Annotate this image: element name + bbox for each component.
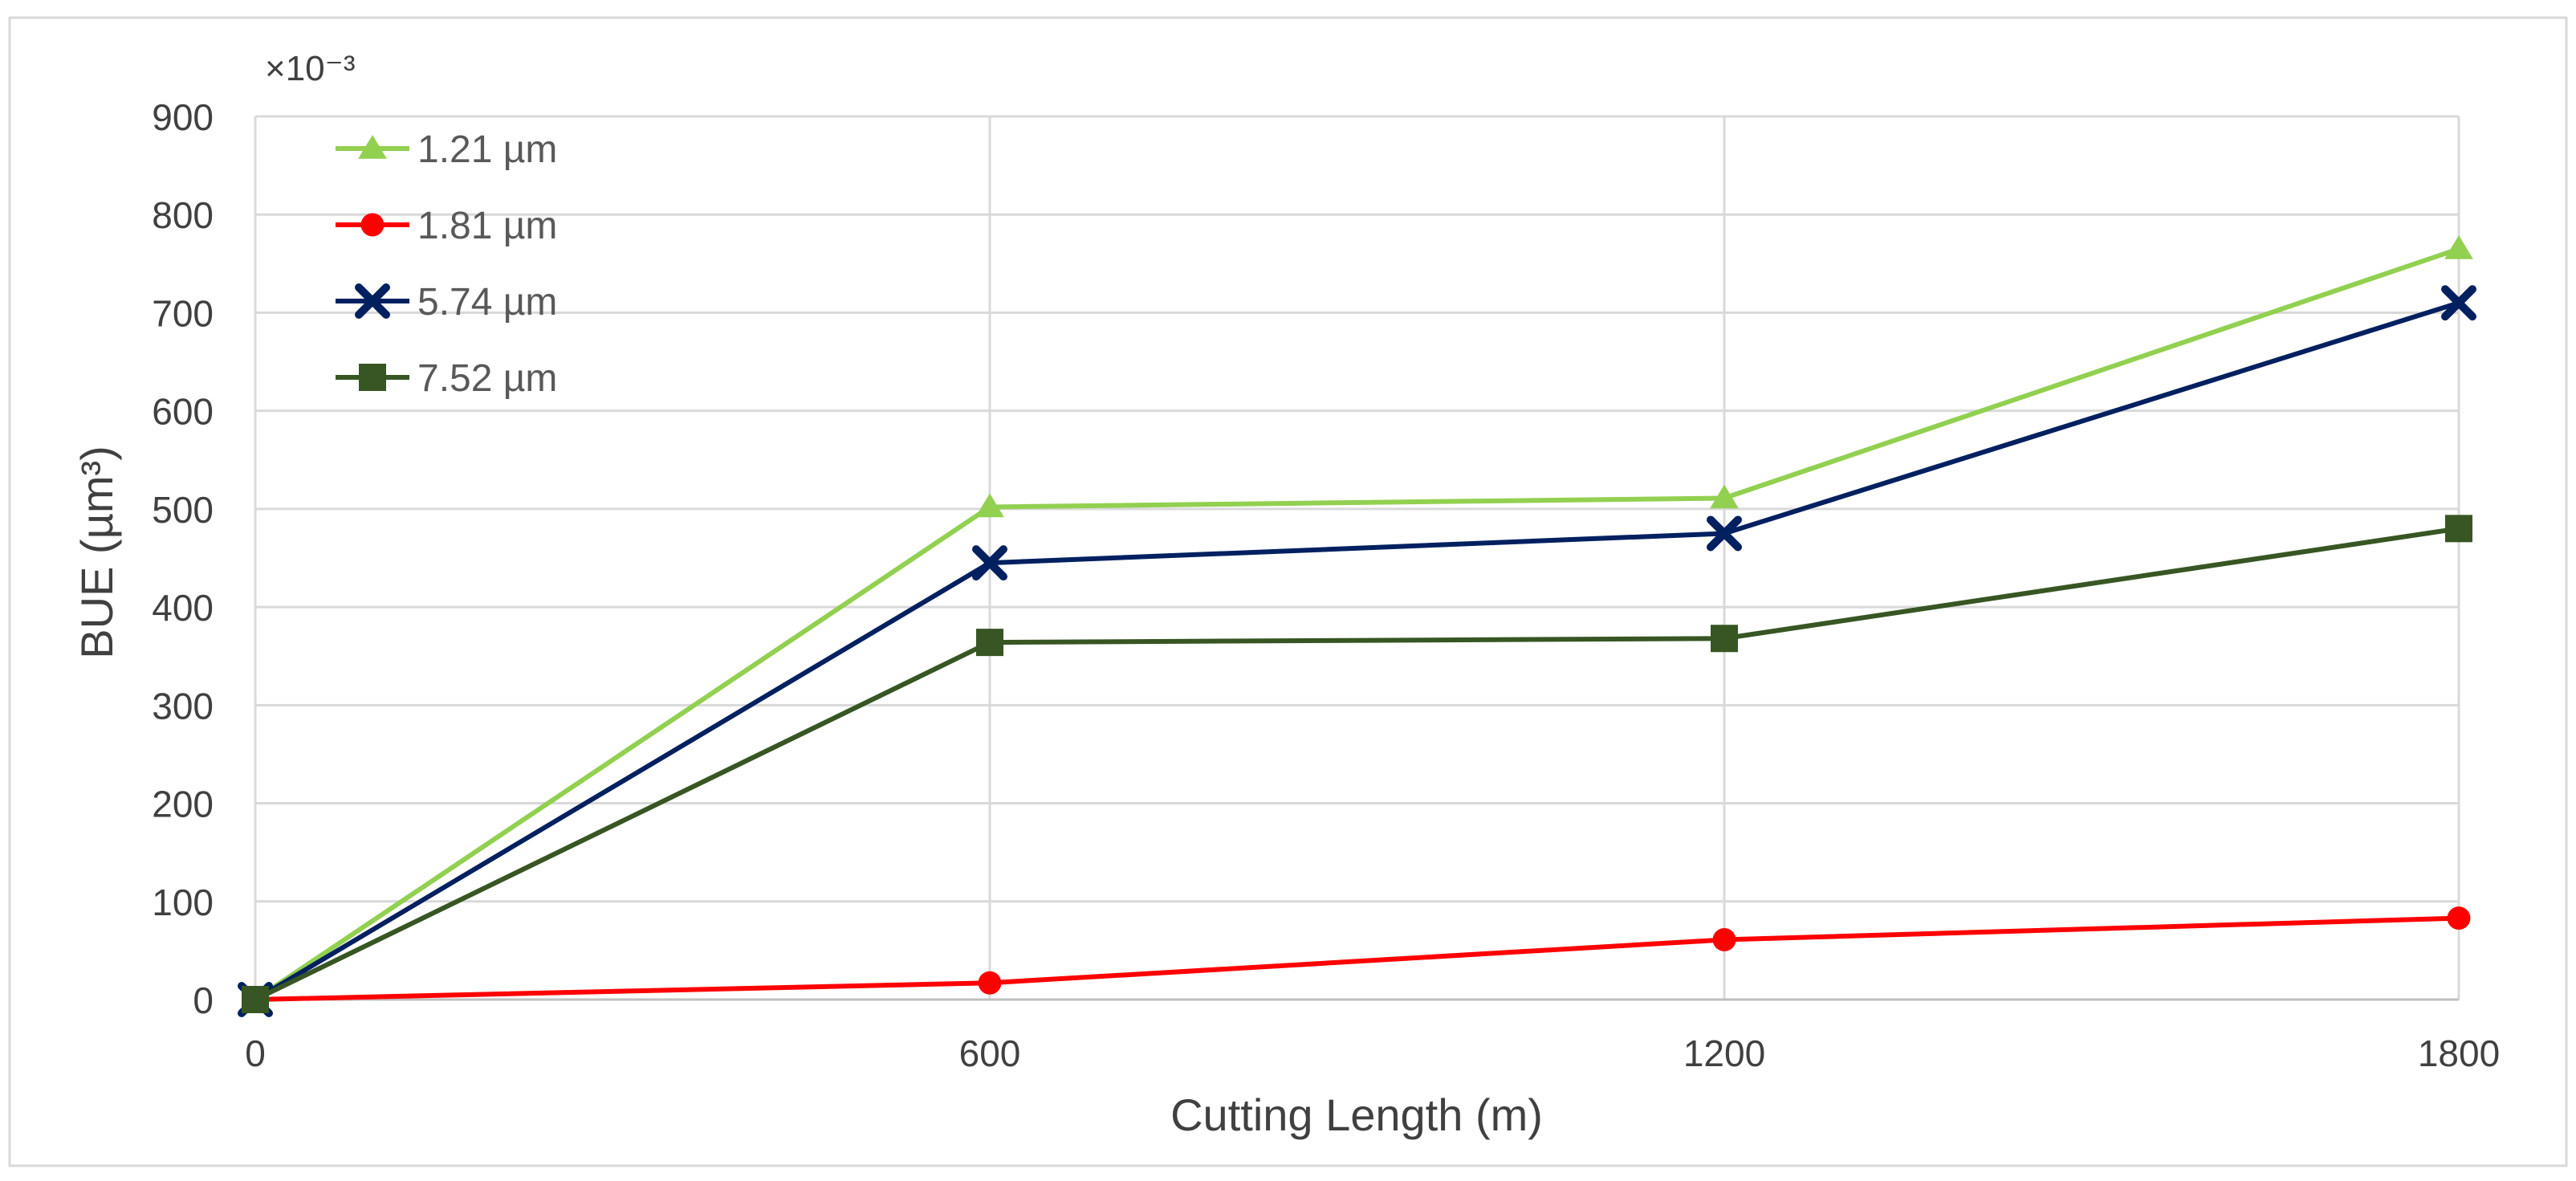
y-tick-label: 500 [152,489,214,531]
data-point [976,629,1003,657]
x-axis-label: Cutting Length (m) [1170,1089,1543,1140]
data-point [242,986,269,1013]
series-lines [238,235,2476,1017]
legend-label: 5.74 µm [417,281,557,324]
legend-label: 1.21 µm [417,128,557,171]
y-tick-label: 600 [152,391,214,433]
chart-border [8,16,2568,1167]
legend-marker [359,364,386,391]
data-point [975,493,1004,518]
y-tick-label: 900 [152,96,214,138]
series-line [254,246,2460,1002]
series-line [254,300,2460,1002]
data-point [2441,285,2476,321]
y-tick-label: 800 [152,194,214,236]
legend-entry: 7.52 µm [336,357,557,400]
x-tick-label: 1800 [2418,1032,2500,1074]
data-point [1707,515,1742,552]
data-point [978,971,1002,995]
legend-entry: 5.74 µm [336,281,557,324]
legend: 1.21 µm 1.81 µm 5.74 µm 7.52 µm [336,128,557,400]
data-point [1711,625,1738,653]
x-tick-label: 600 [959,1032,1021,1074]
legend-entry: 1.81 µm [336,205,557,247]
legend-marker [355,283,390,319]
x-tick-label: 0 [245,1032,266,1074]
data-point [1712,927,1736,951]
data-point [972,545,1007,581]
y-tick-label: 0 [193,979,214,1021]
series-line [254,526,2460,1002]
y-scale-multiplier: ×10⁻³ [265,49,356,88]
y-tick-label: 300 [152,685,214,727]
y-tick-label: 400 [152,587,214,629]
data-point [2447,906,2471,931]
legend-marker [358,135,387,159]
tick-labels: 0 100 200 300 400 500 600 700 800 900 0 600 1200 1800 [152,96,2500,1074]
y-tick-label: 100 [152,882,214,923]
data-point [2444,235,2473,259]
legend-label: 1.81 µm [417,205,557,247]
legend-entry: 1.21 µm [336,128,557,171]
series-line [254,915,2460,1002]
data-point [1710,484,1739,509]
y-tick-label: 700 [152,292,214,334]
legend-marker [360,213,385,237]
data-point [2445,515,2472,543]
y-tick-label: 200 [152,784,214,825]
y-axis-label: BUE (µm³) [71,446,122,659]
legend-label: 7.52 µm [417,357,557,400]
x-tick-label: 1200 [1683,1032,1765,1074]
series [242,515,2472,1013]
gridlines [254,115,2460,1001]
